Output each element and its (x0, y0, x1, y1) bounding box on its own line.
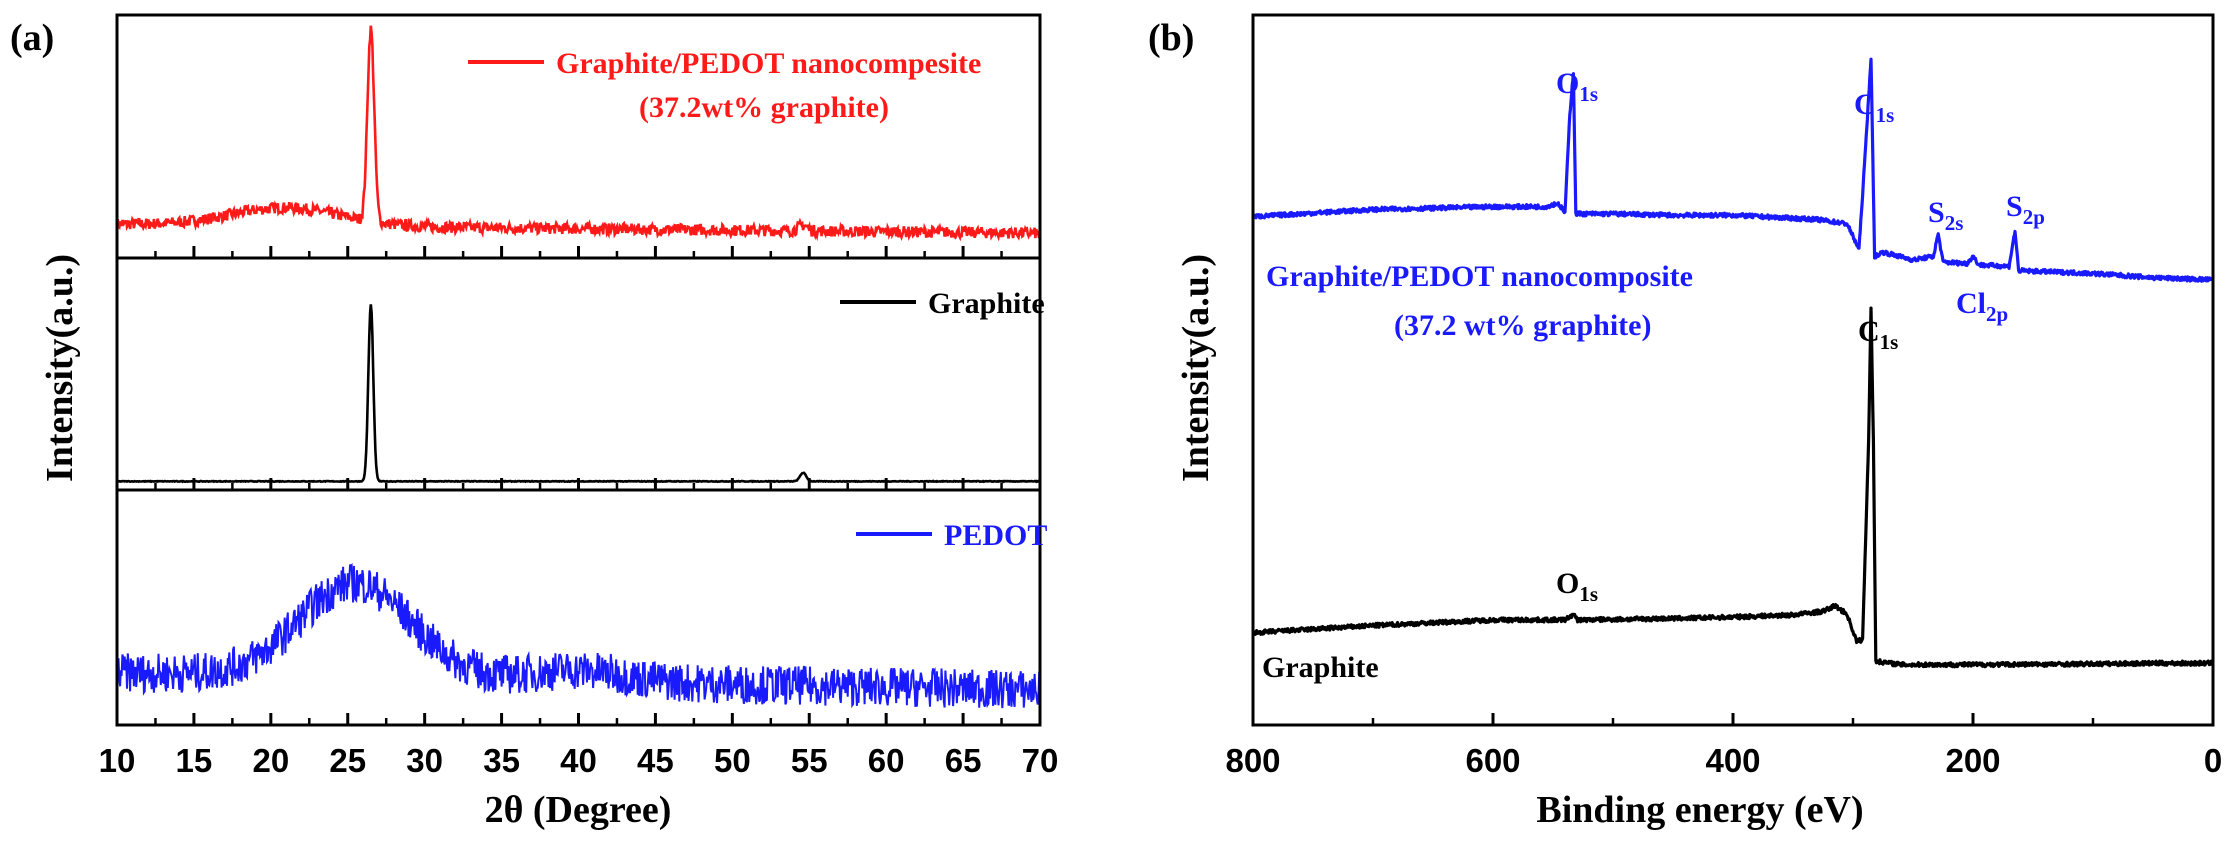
x-tick-label: 600 (1465, 742, 1520, 779)
x-tick-label: 50 (714, 742, 751, 779)
xps-line-graphite (1251, 306, 2214, 669)
panel-a-axes (115, 13, 1042, 727)
panel-a: (a) 2θ (Degree) Intensity(a.u.) 10 15 20 25… (10, 13, 1059, 831)
x-tick-label: 30 (406, 742, 443, 779)
peak-label-c1s-graphite: C1s (1858, 315, 1898, 354)
panel-b-axes (1251, 13, 2215, 727)
peak-label-o1s-graphite-sub: 1s (1579, 582, 1598, 606)
x-tick-label: 65 (945, 742, 982, 779)
peak-label-c1s-composite-main: C (1854, 88, 1876, 121)
peak-label-c1s-graphite-main: C (1858, 315, 1880, 348)
peak-label-o1s-composite-main: O (1556, 67, 1579, 100)
x-tick-label: 20 (252, 742, 289, 779)
x-tick-label: 25 (329, 742, 366, 779)
peak-label-o1s-graphite-main: O (1556, 567, 1579, 600)
x-tick-label: 35 (483, 742, 520, 779)
peak-label-s2s-composite-sub: 2s (1945, 211, 1964, 235)
legend-label-composite-xps: Graphite/PEDOT nanocomposite (1266, 260, 1693, 293)
x-tick-label: 45 (637, 742, 674, 779)
peak-label-s2s-composite-main: S (1928, 196, 1945, 229)
x-tick-label: 15 (176, 742, 213, 779)
series-line-graphite (116, 304, 1041, 484)
legend-label-graphite-pedot-content: (37.2wt% graphite) (639, 91, 889, 124)
series-line-graphite-pedot-nanocompesite (115, 25, 1042, 242)
peak-label-o1s-composite: O1s (1556, 67, 1598, 106)
x-tick-label: 55 (791, 742, 828, 779)
legend-graphite: Graphite (840, 287, 1045, 320)
legend-graphite-pedot: Graphite/PEDOT nanocompesite (37.2wt% gr… (468, 47, 981, 124)
panel-b-x-axis-label: Binding energy (eV) (1536, 789, 1863, 831)
legend-label-graphite: Graphite (928, 287, 1045, 320)
x-tick-label: 200 (1945, 742, 2000, 779)
x-tick-label: 800 (1225, 742, 1280, 779)
peak-label-s2s-composite: S2s (1928, 196, 1963, 235)
x-tick-label: 70 (1022, 742, 1059, 779)
x-tick-label: 60 (868, 742, 905, 779)
panel-b-label: (b) (1148, 17, 1194, 59)
series-line-pedot (116, 562, 1041, 709)
peak-label-c1s-composite: C1s (1854, 88, 1894, 127)
x-tick-label: 400 (1705, 742, 1760, 779)
x-tick-label: 10 (99, 742, 136, 779)
xps-line-graphite-pedot-nanocomposite (1251, 57, 2215, 283)
peak-label-c1s-graphite-sub: 1s (1880, 330, 1899, 354)
panel-a-label: (a) (10, 17, 54, 59)
panel-a-y-axis-label: Intensity(a.u.) (39, 254, 81, 482)
panel-b-series-group (1251, 57, 2215, 669)
peak-label-s2p-composite-main: S (2006, 190, 2023, 223)
legend-label-graphite-pedot: Graphite/PEDOT nanocompesite (556, 47, 981, 80)
subplot-frame (115, 256, 1042, 492)
peak-label-s2p-composite: S2p (2006, 190, 2045, 229)
peak-label-o1s-graphite: O1s (1556, 567, 1598, 606)
panel-a-tick-labels: 10 15 20 25 30 35 40 45 50 55 60 65 70 (99, 742, 1059, 779)
legend-pedot: PEDOT (856, 519, 1047, 552)
peak-label-s2p-composite-sub: 2p (2023, 205, 2045, 229)
panel-b: (b) Binding energy (eV) Intensity(a.u.) … (1148, 13, 2222, 831)
legend-label-graphite-xps: Graphite (1262, 651, 1379, 684)
peak-label-cl2p-composite-main: Cl (1956, 287, 1986, 320)
legend-label-composite-xps-content: (37.2 wt% graphite) (1394, 309, 1651, 342)
peak-label-cl2p-composite: Cl2p (1956, 287, 2008, 326)
panel-a-series-group (115, 25, 1042, 709)
x-tick-label: 40 (560, 742, 597, 779)
panel-a-x-axis-label: 2θ (Degree) (485, 789, 672, 831)
peak-label-o1s-composite-sub: 1s (1579, 82, 1598, 106)
panel-b-y-axis-label: Intensity(a.u.) (1175, 254, 1217, 482)
peak-label-cl2p-composite-sub: 2p (1986, 302, 2008, 326)
peak-label-c1s-composite-sub: 1s (1876, 103, 1895, 127)
x-tick-label: 0 (2204, 742, 2222, 779)
legend-label-pedot: PEDOT (944, 519, 1047, 552)
panel-b-tick-labels: 800 600 400 200 0 (1225, 742, 2222, 779)
